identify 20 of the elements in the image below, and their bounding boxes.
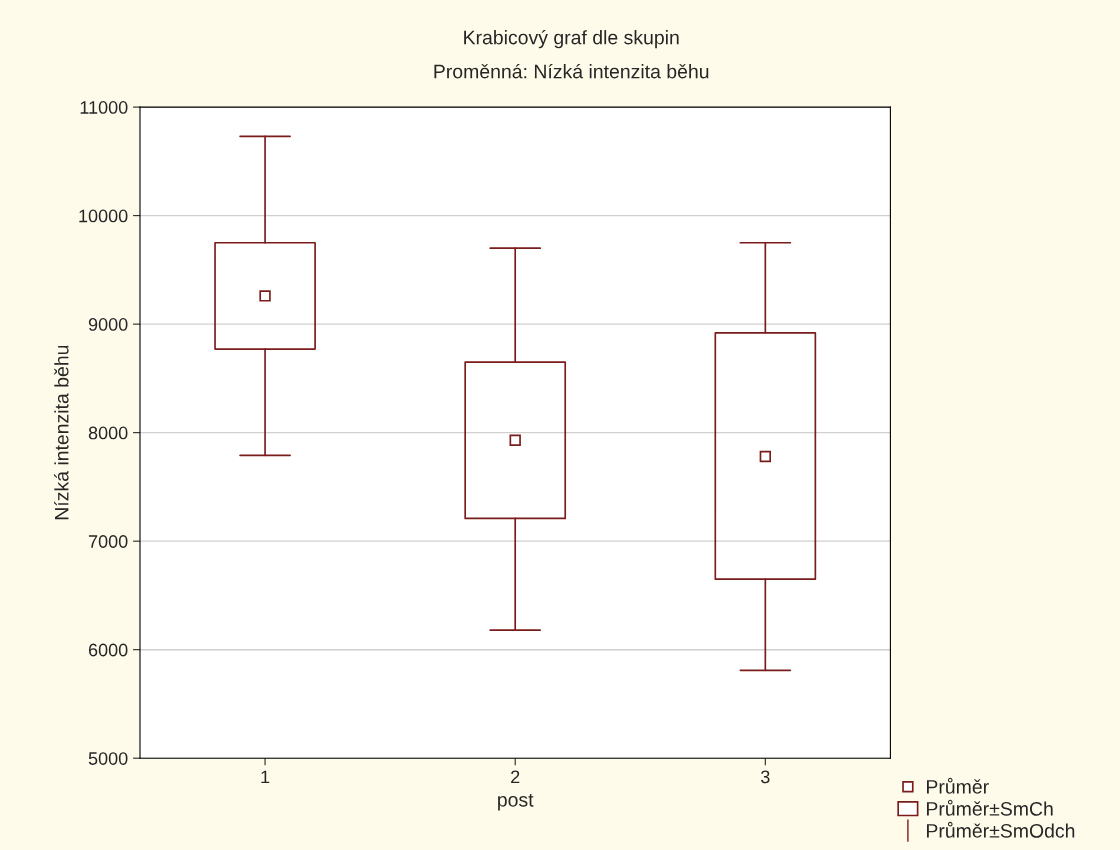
point (509, 434, 521, 446)
y-tick-label: 11000 (80, 101, 128, 114)
x-tick-label: 1 (261, 770, 270, 784)
x-tick-label: 2 (511, 770, 520, 784)
x-tick-label: 3 (761, 770, 770, 784)
y-axis-title: Nízká intenzita běhu (54, 345, 69, 520)
y-tick-label: 8000 (88, 426, 128, 440)
point (259, 290, 271, 302)
chart-subtitle: Proměnná: Nízká intenzita běhu (434, 63, 709, 79)
legend-label: Průměr±SmCh (927, 799, 1053, 816)
y-tick-label: 5000 (88, 752, 128, 765)
legend-label: Průměr (927, 777, 989, 794)
y-tick-label: 7000 (88, 535, 128, 548)
point (759, 450, 772, 463)
x-axis-title: post (498, 793, 534, 811)
y-tick-label: 9000 (88, 318, 128, 331)
y-tick-label: 6000 (88, 643, 128, 657)
y-tick-label: 10000 (79, 209, 128, 223)
chart-title: Krabicový graf dle skupin (464, 29, 679, 49)
text: Průměr±SmOdch (927, 821, 1075, 838)
